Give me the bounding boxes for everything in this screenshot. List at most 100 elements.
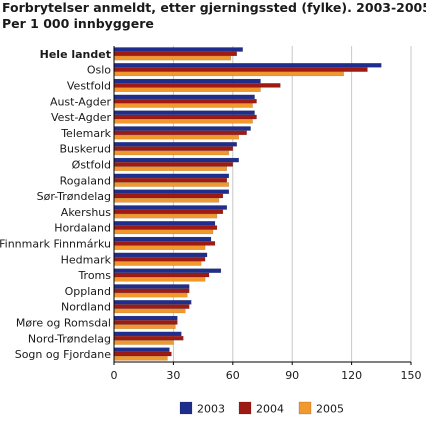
category-label: Oppland — [65, 285, 111, 298]
legend-swatch — [238, 401, 252, 415]
bar-2003 — [113, 94, 255, 100]
category-label: Sør-Trøndelag — [37, 190, 111, 203]
bar-2004 — [113, 162, 234, 167]
bar-2003 — [113, 331, 182, 337]
category-label: Troms — [77, 269, 111, 282]
legend-label: 2003 — [197, 403, 225, 416]
bar-2004 — [113, 320, 178, 325]
chart-title-line-1: Forbrytelser anmeldt, etter gjerningsste… — [2, 0, 426, 15]
bar-2005 — [113, 356, 168, 361]
bar-2004 — [113, 130, 247, 136]
bar-2004 — [113, 177, 228, 183]
bar-2004 — [113, 335, 184, 341]
bar-2003 — [113, 236, 212, 242]
bar-2005 — [113, 87, 261, 92]
category-label: Nord-Trøndelag — [28, 332, 111, 345]
category-label: Rogaland — [60, 174, 111, 187]
bar-2004 — [113, 241, 216, 246]
bar-2005 — [113, 292, 188, 298]
x-tick-label: 60 — [226, 369, 240, 382]
bar-2004 — [113, 98, 257, 104]
category-label: Sogn og Fjordane — [15, 348, 112, 361]
x-tick-label: 90 — [285, 369, 299, 382]
bar-2004 — [113, 146, 234, 151]
category-label: Hele landet — [40, 48, 111, 61]
bar-2003 — [113, 252, 208, 258]
x-tick-label: 150 — [401, 369, 422, 382]
x-tick-labels: 0 30 60 90 120 150 — [111, 369, 422, 382]
bar-2004 — [113, 272, 210, 278]
category-label: Buskerud — [60, 143, 111, 156]
legend-label: 2005 — [316, 403, 344, 416]
bar-2004 — [113, 288, 190, 294]
bar-2003 — [113, 173, 230, 179]
bar-2004 — [113, 351, 172, 357]
bar-2005 — [113, 182, 230, 187]
bar-2004 — [113, 83, 281, 88]
bar-2003 — [113, 63, 382, 68]
x-tick-label: 120 — [341, 369, 362, 382]
bar-2003 — [113, 47, 243, 52]
bar-2005 — [113, 261, 202, 266]
bar-2004 — [113, 304, 190, 309]
legend-item-2003: 2003 — [179, 401, 225, 416]
chart-title: Forbrytelser anmeldt, etter gjerningsste… — [2, 0, 426, 32]
category-label: Nordland — [61, 301, 111, 314]
bar-2005 — [113, 245, 206, 250]
bar-2003 — [113, 142, 237, 147]
bar-2005 — [113, 55, 232, 61]
bar-2005 — [113, 166, 228, 171]
category-label: Akershus — [61, 206, 111, 219]
bar-2003 — [113, 126, 251, 131]
bar-2004 — [113, 51, 237, 57]
category-label: Hedmark — [61, 253, 112, 266]
bar-2004 — [113, 67, 368, 72]
bar-2003 — [113, 268, 222, 273]
chart-title-line-2: Per 1 000 innbyggere — [2, 16, 154, 31]
category-label: Aust-Agder — [50, 95, 112, 108]
bar-2003 — [113, 300, 192, 305]
x-tick-label: 0 — [111, 369, 118, 382]
bar-2005 — [113, 134, 239, 140]
category-label: Telemark — [60, 127, 111, 140]
category-label: Finnmark Finnmárku — [0, 238, 111, 251]
bar-2003 — [113, 315, 178, 321]
category-label: Vest-Agder — [51, 111, 111, 124]
bar-2005 — [113, 308, 186, 314]
bar-2003 — [113, 157, 239, 163]
category-label: Møre og Romsdal — [16, 317, 111, 330]
bar-2004 — [113, 114, 257, 120]
bar-2005 — [113, 324, 176, 329]
bar-2004 — [113, 256, 206, 262]
bar-2005 — [113, 103, 253, 108]
bar-2003 — [113, 205, 228, 210]
bar-2003 — [113, 78, 261, 84]
bar-2005 — [113, 229, 214, 235]
legend-label: 2004 — [256, 403, 284, 416]
category-labels: Hele landet Oslo Vestfold Aust-Agder Vest-Ag… — [0, 48, 112, 361]
category-label: Vestfold — [67, 80, 111, 93]
bar-2005 — [113, 119, 253, 124]
bar-2004 — [113, 225, 218, 230]
category-label: Oslo — [87, 64, 111, 77]
bar-2003 — [113, 284, 190, 289]
legend: 2003 2004 2005 — [179, 401, 344, 416]
bars — [113, 47, 382, 361]
bar-2005 — [113, 340, 174, 345]
legend-item-2005: 2005 — [298, 401, 344, 416]
bar-2003 — [113, 110, 255, 115]
gridlines — [172, 46, 412, 362]
bar-2005 — [113, 277, 206, 282]
bar-2004 — [113, 193, 224, 199]
legend-swatch — [179, 401, 193, 415]
bar-2005 — [113, 71, 344, 77]
category-label: Hordaland — [54, 222, 111, 235]
bar-2005 — [113, 198, 220, 203]
category-label: Østfold — [72, 159, 111, 172]
bar-2003 — [113, 347, 170, 352]
legend-item-2004: 2004 — [238, 401, 284, 416]
x-tick-label: 30 — [166, 369, 180, 382]
bar-2003 — [113, 221, 216, 226]
legend-swatch — [298, 401, 312, 415]
